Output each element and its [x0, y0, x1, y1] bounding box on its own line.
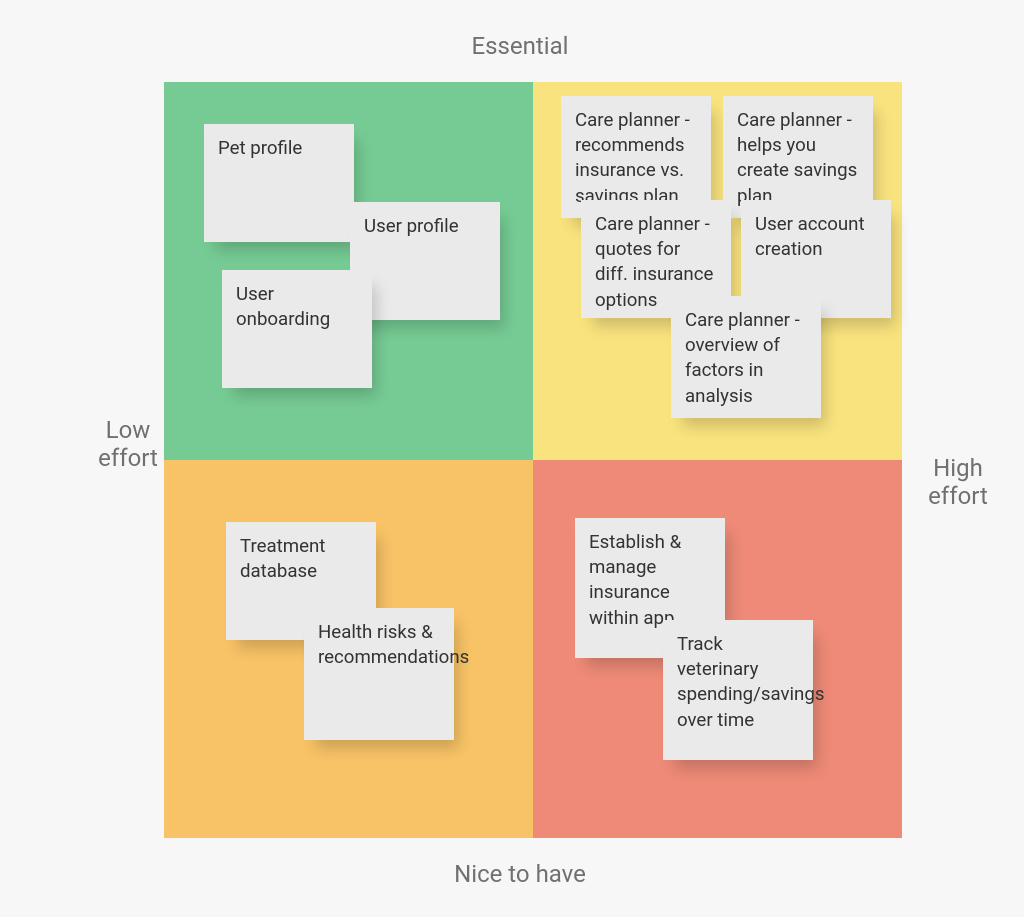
- sticky-note-user-onboarding[interactable]: User onboarding: [222, 270, 372, 388]
- sticky-note-text: User account creation: [755, 213, 865, 260]
- sticky-note-text: Treatment database: [240, 535, 325, 582]
- sticky-note-user-profile[interactable]: User profile: [350, 202, 500, 320]
- sticky-note-text: Care planner - recommends insurance vs. …: [575, 109, 690, 207]
- axis-label-top: Essential: [450, 32, 590, 60]
- sticky-note-text: Pet profile: [218, 137, 302, 159]
- sticky-note-text: Care planner - overview of factors in an…: [685, 309, 800, 407]
- sticky-note-care-planner-over[interactable]: Care planner - overview of factors in an…: [671, 296, 821, 418]
- priority-matrix: Pet profile User profile User onboarding C…: [164, 82, 902, 838]
- quadrant-nice-high-effort: Establish & manage insurance within appT…: [533, 460, 902, 838]
- priority-matrix-canvas: Essential Nice to have Low effort High e…: [0, 0, 1024, 917]
- quadrant-essential-low-effort: Pet profile User profile User onboarding: [164, 82, 533, 460]
- sticky-note-pet-profile[interactable]: Pet profile: [204, 124, 354, 242]
- sticky-note-text: Care planner - helps you create savings …: [737, 109, 857, 207]
- axis-label-left: Low effort: [88, 416, 168, 472]
- sticky-note-text: User onboarding: [236, 283, 330, 330]
- sticky-note-track-spend[interactable]: Track veterinary spending/savings over t…: [663, 620, 813, 760]
- sticky-note-text: Establish & manage insurance within app: [589, 531, 681, 629]
- quadrant-essential-high-effort: Care planner - recommends insurance vs. …: [533, 82, 902, 460]
- axis-label-right: High effort: [918, 454, 998, 510]
- sticky-note-text: Health risks & recommendations: [318, 621, 469, 668]
- axis-label-bottom: Nice to have: [440, 860, 600, 888]
- quadrant-nice-low-effort: Treatment database Health risks & recomme…: [164, 460, 533, 838]
- sticky-note-text: Track veterinary spending/savings over t…: [677, 633, 824, 731]
- sticky-note-health-risks[interactable]: Health risks & recommendations: [304, 608, 454, 740]
- sticky-note-text: User profile: [364, 215, 459, 237]
